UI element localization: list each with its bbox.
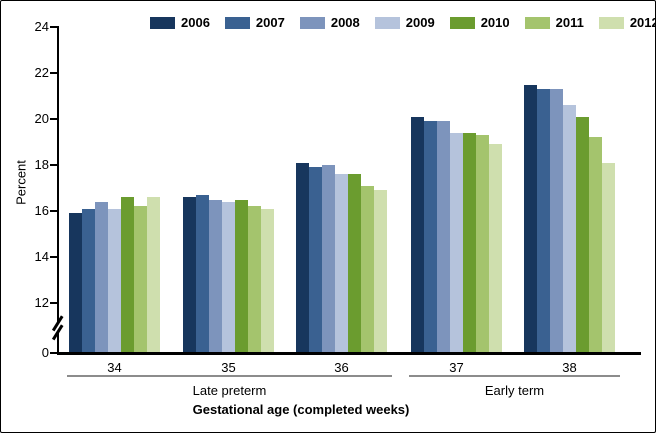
- bar-2011-week-34: [134, 206, 147, 352]
- legend-item-2010: 2010: [449, 15, 510, 30]
- legend-label-2008: 2008: [330, 15, 360, 30]
- legend-item-2012: 2012: [598, 15, 656, 30]
- bar-2010-week-37: [463, 132, 476, 352]
- bar-2010-week-38: [576, 116, 589, 352]
- bracket-line-1: [409, 375, 620, 377]
- legend-item-2009: 2009: [374, 15, 435, 30]
- y-tick-22: [50, 72, 57, 74]
- y-tick-label-0: 0: [41, 345, 49, 360]
- legend-swatch-2012: [598, 16, 624, 29]
- bar-2009-week-34: [108, 208, 121, 352]
- bracket-label-0: Late preterm: [192, 383, 267, 398]
- category-label-34: 34: [107, 360, 122, 375]
- bar-2006-week-34: [69, 213, 82, 352]
- y-tick-label-12: 12: [34, 295, 49, 310]
- category-label-37: 37: [449, 360, 464, 375]
- bar-2008-week-37: [437, 121, 450, 352]
- y-axis-title: Percent: [13, 160, 29, 205]
- bar-2009-week-36: [335, 174, 348, 352]
- legend-swatch-2009: [374, 16, 400, 29]
- legend-item-2007: 2007: [224, 15, 285, 30]
- x-axis-baseline: [57, 352, 641, 355]
- y-tick-label-24: 24: [34, 19, 49, 34]
- y-tick-label-16: 16: [34, 203, 49, 218]
- legend-swatch-2008: [299, 16, 325, 29]
- x-axis-title: Gestational age (completed weeks): [192, 402, 410, 417]
- y-tick-label-18: 18: [34, 157, 49, 172]
- legend-label-2010: 2010: [480, 15, 510, 30]
- legend-label-2006: 2006: [181, 15, 210, 30]
- bar-2011-week-36: [361, 185, 374, 352]
- legend-label-2009: 2009: [405, 15, 435, 30]
- bar-2009-week-37: [450, 132, 463, 352]
- legend-swatch-2006: [150, 16, 175, 29]
- category-label-38: 38: [562, 360, 577, 375]
- bar-2009-week-38: [563, 105, 576, 352]
- legend-label-2012: 2012: [629, 15, 656, 30]
- bar-2012-week-36: [374, 190, 387, 352]
- bar-2008-week-38: [550, 89, 563, 352]
- bar-2006-week-36: [296, 162, 309, 352]
- bar-2011-week-35: [248, 206, 261, 352]
- bar-2012-week-38: [602, 162, 615, 352]
- legend-item-2006: 2006: [150, 15, 210, 30]
- bar-2008-week-34: [95, 201, 108, 352]
- y-tick-18: [50, 164, 57, 166]
- bar-2012-week-37: [489, 144, 502, 352]
- legend-item-2008: 2008: [299, 15, 360, 30]
- legend-swatch-2007: [224, 16, 250, 29]
- bar-2006-week-35: [183, 197, 196, 352]
- bar-2008-week-36: [322, 165, 335, 352]
- y-tick-12: [50, 302, 57, 304]
- category-label-36: 36: [334, 360, 349, 375]
- y-tick-label-20: 20: [34, 111, 49, 126]
- bar-2012-week-34: [147, 197, 160, 352]
- bar-2007-week-34: [82, 208, 95, 352]
- legend-swatch-2010: [449, 16, 475, 29]
- bar-2008-week-35: [209, 199, 222, 352]
- bar-2010-week-34: [121, 197, 134, 352]
- chart-legend: 2006 2007 2008 2009 2010 2011 2012: [150, 15, 656, 30]
- bar-2010-week-36: [348, 174, 361, 352]
- category-label-35: 35: [221, 360, 236, 375]
- bracket-label-1: Early term: [484, 383, 545, 398]
- bar-2006-week-37: [411, 116, 424, 352]
- bar-2007-week-38: [537, 89, 550, 352]
- y-tick-label-14: 14: [34, 249, 49, 264]
- bar-2011-week-37: [476, 135, 489, 352]
- bar-2007-week-37: [424, 121, 437, 352]
- y-axis-line: [57, 26, 59, 355]
- bar-2007-week-36: [309, 167, 322, 352]
- bar-2007-week-35: [196, 194, 209, 352]
- y-tick-0: [50, 352, 57, 354]
- y-tick-14: [50, 256, 57, 258]
- bar-2009-week-35: [222, 201, 235, 352]
- y-tick-label-22: 22: [34, 65, 49, 80]
- bar-2006-week-38: [524, 84, 537, 352]
- bar-2012-week-35: [261, 208, 274, 352]
- bar-2011-week-38: [589, 137, 602, 352]
- legend-swatch-2011: [524, 16, 550, 29]
- legend-item-2011: 2011: [524, 15, 584, 30]
- bar-2010-week-35: [235, 199, 248, 352]
- bracket-line-0: [67, 375, 392, 377]
- legend-label-2007: 2007: [255, 15, 285, 30]
- legend-label-2011: 2011: [555, 15, 584, 30]
- y-tick-24: [50, 26, 57, 28]
- y-tick-16: [50, 210, 57, 212]
- y-tick-20: [50, 118, 57, 120]
